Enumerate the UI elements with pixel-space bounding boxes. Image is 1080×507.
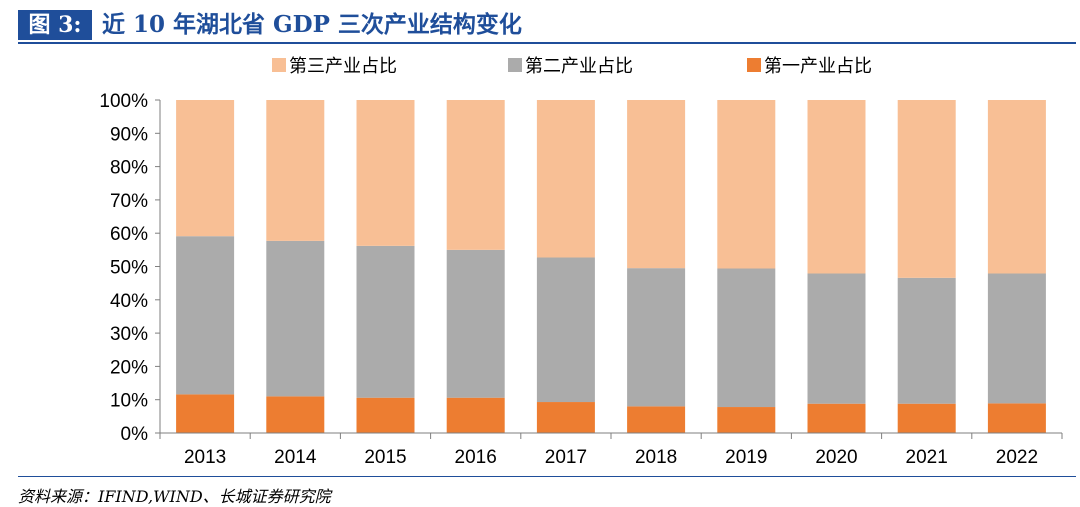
- x-tick-label: 2015: [364, 447, 406, 468]
- bar-primary-2016: [446, 397, 505, 433]
- bar-tertiary-2020: [807, 100, 866, 274]
- figure-title-bar: 图 3: 近 10 年湖北省 GDP 三次产业结构变化: [18, 4, 1076, 44]
- bar-primary-2020: [807, 403, 866, 433]
- y-tick-label: 60%: [110, 224, 148, 245]
- bar-tertiary-2022: [987, 100, 1046, 274]
- y-tick-label: 30%: [110, 324, 148, 345]
- bar-primary-2014: [266, 396, 325, 433]
- x-tick-label: 2014: [274, 447, 317, 468]
- bar-tertiary-2021: [897, 100, 956, 278]
- x-tick-label: 2021: [906, 447, 948, 468]
- legend-swatch: [508, 58, 522, 72]
- x-tick-label: 2020: [815, 447, 857, 468]
- bar-primary-2013: [176, 394, 235, 433]
- bar-primary-2022: [987, 403, 1046, 433]
- x-tick-label: 2017: [545, 447, 587, 468]
- x-tick-label: 2013: [184, 447, 226, 468]
- bar-secondary-2019: [717, 268, 776, 408]
- stacked-bar-chart: 2013 2014 2015 2016 2017 2018 2019 2020 2021 2022…: [99, 56, 1063, 468]
- bar-tertiary-2019: [717, 100, 776, 269]
- source-note: 资料来源：IFIND,WIND、长城证券研究院: [18, 487, 331, 506]
- legend-label: 第二产业占比: [525, 56, 633, 76]
- bar-primary-2019: [717, 407, 776, 433]
- bar-secondary-2017: [536, 257, 595, 403]
- figure-label: 图 3:: [18, 10, 92, 40]
- y-tick-label: 50%: [110, 258, 148, 279]
- bar-tertiary-2016: [446, 100, 505, 250]
- legend-swatch: [272, 58, 286, 72]
- bar-tertiary-2015: [356, 100, 415, 246]
- y-tick-label: 80%: [110, 158, 148, 179]
- bar-primary-2018: [627, 406, 686, 433]
- bar-tertiary-2014: [266, 100, 325, 241]
- y-tick-label: 90%: [110, 124, 148, 145]
- x-tick-label: 2019: [725, 447, 767, 468]
- y-tick-label: 20%: [110, 357, 148, 378]
- bar-primary-2021: [897, 403, 956, 433]
- legend-label: 第三产业占比: [289, 56, 397, 76]
- x-tick-label: 2018: [635, 447, 677, 468]
- bar-tertiary-2018: [627, 100, 686, 269]
- y-tick-label: 100%: [99, 91, 148, 112]
- x-tick-label: 2016: [455, 447, 497, 468]
- bar-secondary-2016: [446, 249, 505, 398]
- bar-tertiary-2017: [536, 100, 595, 258]
- bar-secondary-2013: [176, 236, 235, 395]
- bar-secondary-2015: [356, 245, 415, 398]
- bar-secondary-2021: [897, 277, 956, 404]
- y-tick-label: 0%: [121, 424, 149, 445]
- bar-secondary-2018: [627, 268, 686, 407]
- bar-secondary-2020: [807, 273, 866, 404]
- legend-swatch: [747, 58, 761, 72]
- bar-secondary-2014: [266, 240, 325, 397]
- y-tick-label: 40%: [110, 291, 148, 312]
- bar-secondary-2022: [987, 273, 1046, 404]
- y-tick-label: 10%: [110, 391, 148, 412]
- y-tick-label: 70%: [110, 191, 148, 212]
- bar-primary-2015: [356, 397, 415, 433]
- bar-primary-2017: [536, 402, 595, 433]
- figure-title: 近 10 年湖北省 GDP 三次产业结构变化: [102, 11, 522, 38]
- source-divider: [18, 476, 1076, 477]
- legend-label: 第一产业占比: [764, 56, 872, 76]
- x-tick-label: 2022: [996, 447, 1038, 468]
- bar-tertiary-2013: [176, 100, 235, 237]
